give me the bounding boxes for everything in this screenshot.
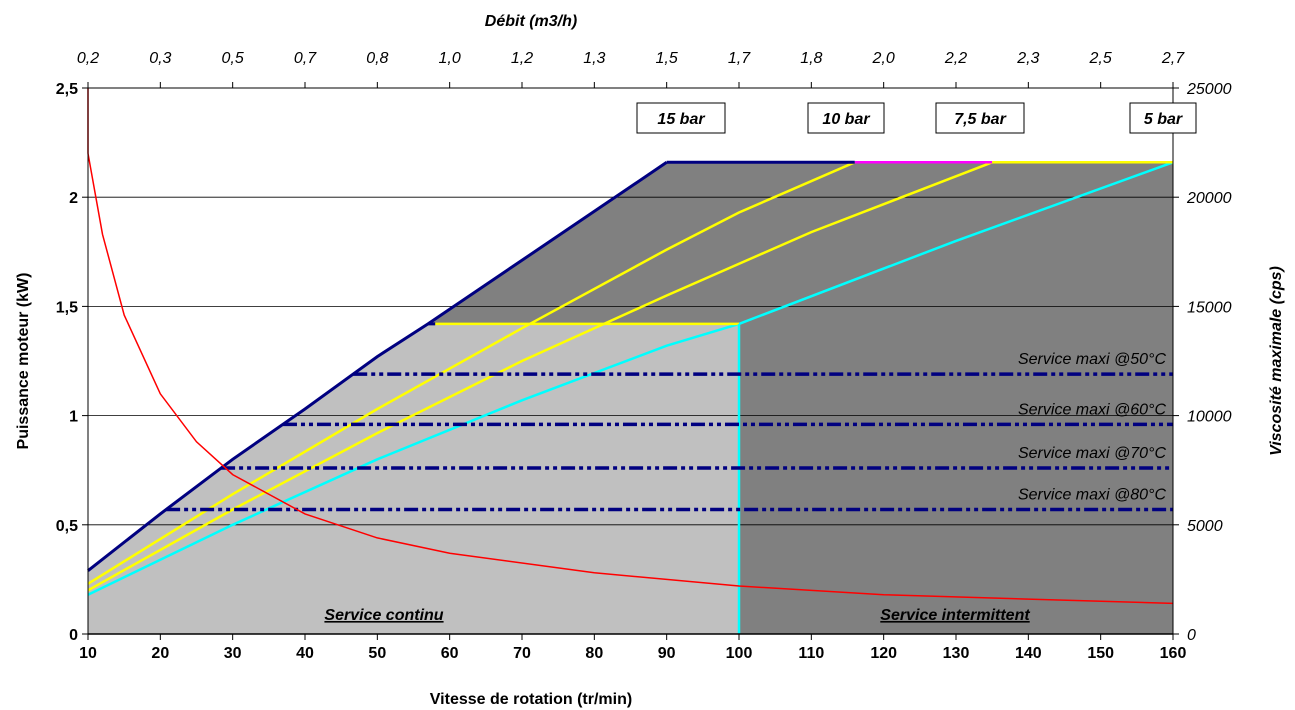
pressure-label: 10 bar (822, 111, 870, 128)
x2-tick-label: 2,0 (872, 50, 895, 67)
y2-tick-label: 15000 (1187, 299, 1232, 316)
x-tick-label: 60 (441, 645, 459, 662)
service-line-label: Service maxi @50°C (1018, 351, 1166, 368)
y2-tick-label: 0 (1187, 627, 1196, 644)
x2-tick-label: 0,5 (222, 50, 244, 67)
y-tick-label: 2 (69, 190, 78, 207)
x-tick-label: 120 (870, 645, 897, 662)
pressure-label-box (935, 102, 1025, 134)
x-axis-title: Vitesse de rotation (tr/min) (430, 691, 632, 708)
service-line-label: Service maxi @70°C (1018, 445, 1166, 462)
x-tick-label: 80 (585, 645, 603, 662)
x2-tick-label: 2,5 (1089, 50, 1112, 67)
y2-tick-label: 25000 (1186, 81, 1232, 98)
pressure-label: 7,5 bar (954, 111, 1006, 128)
pressure-label: 15 bar (657, 111, 705, 128)
continuous-zone (88, 323, 739, 634)
x2-tick-label: 2,2 (944, 50, 967, 67)
x-tick-label: 160 (1160, 645, 1187, 662)
y2-tick-label: 10000 (1187, 409, 1232, 426)
y-tick-label: 0 (69, 627, 78, 644)
zone-label-intermittent: Service intermittent (880, 607, 1030, 624)
x-tick-label: 90 (658, 645, 676, 662)
curve-p75 (87, 161, 993, 592)
x-tick-label: 10 (79, 645, 97, 662)
x2-tick-label: 0,2 (77, 50, 99, 67)
x2-axis-title: Débit (m3/h) (485, 13, 577, 30)
y-tick-label: 0,5 (56, 518, 78, 535)
tick-labels: 100,2200,3300,5400,7500,8601,0701,2801,3… (56, 50, 1232, 662)
x2-tick-label: 1,7 (728, 50, 751, 67)
x2-tick-label: 1,3 (583, 50, 605, 67)
pressure-label-box (807, 102, 885, 134)
y-tick-label: 1,5 (56, 299, 78, 316)
x-tick-label: 110 (798, 645, 824, 662)
plot-frame (87, 87, 1174, 635)
annotations: 15 bar 10 bar 7,5 bar 5 bar Service continu S… (324, 102, 1197, 624)
pressure-label-box (1129, 102, 1197, 134)
y2-tick-label: 20000 (1186, 190, 1232, 207)
pressure-label-box (636, 102, 726, 134)
service-line-label: Service maxi @60°C (1018, 401, 1166, 418)
viscosity-line (87, 153, 1174, 605)
y-tick-label: 1 (69, 409, 78, 426)
curve-p10 (87, 161, 856, 585)
service-lines: Service maxi @50°C Service maxi @60°C Serv… (166, 351, 1173, 512)
x-tick-label: 30 (224, 645, 242, 662)
x2-tick-label: 2,7 (1161, 50, 1185, 67)
x-tick-label: 50 (368, 645, 386, 662)
service-line-label: Service maxi @80°C (1018, 487, 1166, 504)
zone-label-continuous: Service continu (324, 607, 443, 624)
x2-tick-label: 1,2 (511, 50, 533, 67)
x2-tick-label: 2,3 (1016, 50, 1039, 67)
x-tick-label: 40 (296, 645, 314, 662)
x2-tick-label: 1,5 (656, 50, 678, 67)
x-tick-label: 70 (513, 645, 531, 662)
x-tick-label: 140 (1015, 645, 1042, 662)
x2-tick-label: 0,3 (149, 50, 171, 67)
x2-tick-label: 0,7 (294, 50, 317, 67)
x-tick-label: 150 (1087, 645, 1114, 662)
y2-axis-title: Viscosité maximale (cps) (1268, 266, 1285, 456)
pressure-label: 5 bar (1144, 111, 1183, 128)
y-axis-title: Puissance moteur (kW) (15, 273, 32, 450)
y2-tick-label: 5000 (1187, 518, 1223, 535)
x2-tick-label: 0,8 (366, 50, 388, 67)
x2-tick-label: 1,8 (800, 50, 822, 67)
x-tick-label: 100 (726, 645, 753, 662)
x2-tick-label: 1,0 (439, 50, 461, 67)
x-tick-label: 130 (943, 645, 970, 662)
x-tick-label: 20 (151, 645, 169, 662)
operating-zones (88, 162, 1173, 635)
y-tick-label: 2,5 (56, 81, 78, 98)
